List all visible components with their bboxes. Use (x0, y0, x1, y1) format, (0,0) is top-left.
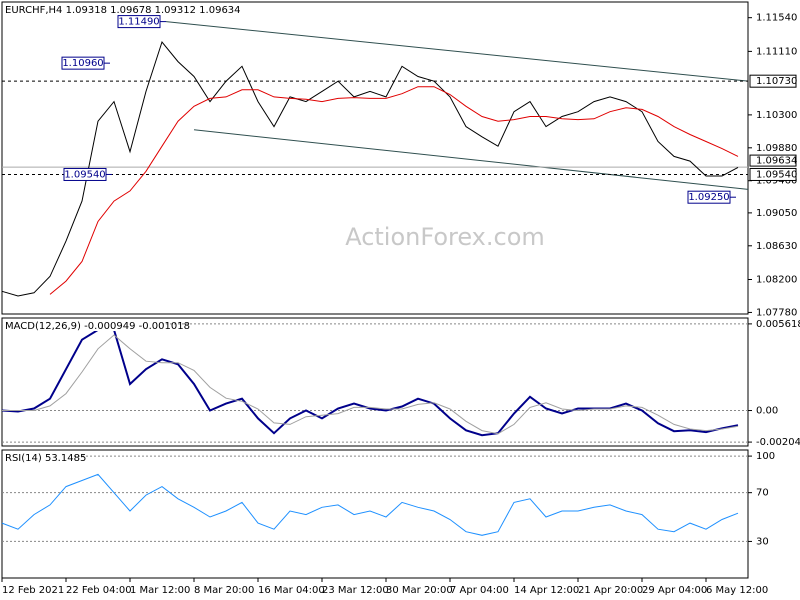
y-tick-label: -0.002046 (756, 437, 800, 448)
title-bg (3, 319, 163, 331)
annotation-box (61, 56, 105, 70)
y-tick-label: 1.10300 (756, 110, 797, 121)
panel-title: MACD(12,26,9) -0.000949 -0.001018 (5, 321, 190, 332)
annotation-label: 1.11490 (118, 17, 159, 28)
watermark: ActionForex.com (345, 223, 545, 251)
last-price-tag (749, 154, 797, 167)
y-tick-label: 100 (756, 451, 775, 462)
title-bg (3, 3, 225, 15)
panel-frame (1, 317, 749, 447)
y-tick-label: 1.08630 (756, 241, 797, 252)
x-tick-label: 6 May 12:00 (706, 585, 768, 596)
panel-title: EURCHF,H4 1.09318 1.09678 1.09312 1.0963… (5, 5, 241, 16)
x-tick-label: 7 Apr 04:00 (450, 585, 509, 596)
y-tick-label: 70 (756, 488, 769, 499)
annotation-label: 1.10960 (62, 58, 103, 69)
trendline (193, 129, 749, 190)
x-tick-label: 29 Apr 04:00 (642, 585, 707, 596)
series-line (49, 86, 739, 295)
y-tick-label: 1.09880 (756, 143, 797, 154)
y-tick-label: 1.11540 (756, 13, 797, 24)
panel-title: RSI(14) 53.1485 (5, 453, 86, 464)
x-tick-label: 23 Mar 12:00 (322, 585, 389, 596)
y-tick-label: 1.11110 (756, 46, 797, 57)
panel-frame (1, 1, 749, 315)
y-tick-label: 0.00 (756, 406, 778, 417)
x-tick-label: 12 Feb 2021 (2, 585, 64, 596)
x-tick-label: 21 Apr 20:00 (578, 585, 643, 596)
level-label: 1.09540 (756, 169, 797, 180)
title-bg (3, 451, 73, 463)
series-line (1, 473, 739, 536)
x-tick-label: 30 Mar 20:00 (386, 585, 453, 596)
annotation-box (117, 15, 161, 29)
level-tag (749, 167, 797, 181)
x-tick-label: 16 Mar 04:00 (258, 585, 325, 596)
last-price-label: 1.09634 (756, 156, 797, 167)
level-tag (749, 74, 797, 88)
series-line (1, 40, 739, 297)
y-tick-label: 1.07780 (756, 307, 797, 318)
y-tick-label: 1.08200 (756, 275, 797, 286)
x-tick-label: 14 Apr 12:00 (514, 585, 579, 596)
annotation-box (63, 167, 107, 181)
panel-frame (1, 449, 749, 579)
x-tick-label: 1 Mar 12:00 (130, 585, 190, 596)
annotation-box (687, 190, 731, 204)
y-tick-label: 0.005618 (756, 319, 800, 330)
series-line (1, 328, 739, 437)
level-label: 1.10730 (756, 76, 797, 87)
annotation-label: 1.09540 (64, 169, 105, 180)
x-tick-label: 22 Feb 04:00 (66, 585, 132, 596)
y-tick-label: 1.09050 (756, 208, 797, 219)
y-tick-label: 30 (756, 536, 769, 547)
annotation-label: 1.09250 (688, 192, 729, 203)
y-tick-label: 1.09460 (756, 176, 797, 187)
series-line (2, 334, 739, 435)
x-tick-label: 8 Mar 20:00 (194, 585, 254, 596)
trendline (165, 21, 749, 82)
